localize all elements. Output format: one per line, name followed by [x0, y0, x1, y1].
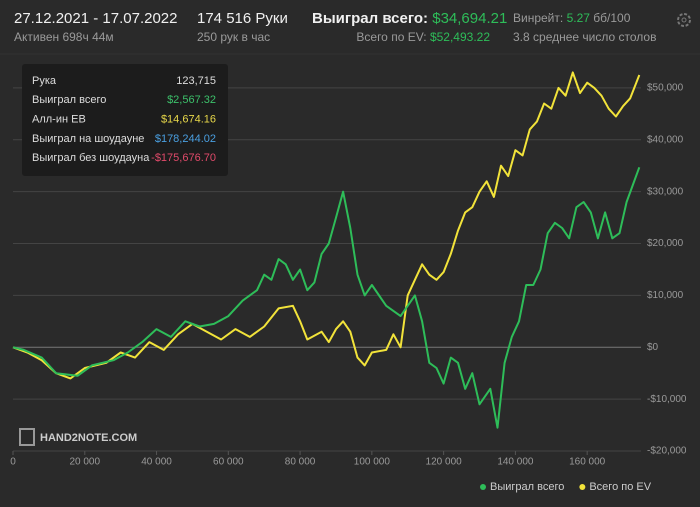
tooltip-value: $2,567.32	[167, 94, 216, 106]
x-tick-label: 0	[10, 457, 16, 468]
tooltip-value: $14,674.16	[161, 114, 216, 126]
hands-per-hour: 250 рук в час	[197, 30, 270, 44]
tooltip-label: Выиграл на шоудауне	[32, 133, 144, 145]
winrate-value: 5.27	[567, 11, 591, 25]
x-tick-label: 80 000	[285, 457, 316, 468]
ev-total: Всего по EV: $52,493.22	[356, 30, 490, 44]
y-tick-label: $40,000	[647, 134, 684, 145]
tooltip-value: -$175,676.70	[151, 152, 216, 164]
legend-label: Всего по EV	[589, 481, 651, 493]
watermark-text: HAND2NOTE.COM	[40, 432, 137, 444]
tooltip-label: Рука	[32, 75, 57, 87]
legend-label: Выиграл всего	[490, 481, 564, 493]
winrate-label: Винрейт:	[513, 11, 563, 25]
y-tick-label: $0	[647, 342, 659, 353]
gear-core	[681, 17, 687, 23]
ev-value: $52,493.22	[430, 30, 490, 44]
x-tick-label: 140 000	[497, 457, 534, 468]
x-tick-label: 120 000	[426, 457, 463, 468]
ev-label: Всего по EV:	[356, 30, 426, 44]
series-line	[12, 166, 641, 429]
tooltip: Рука 123,715 Выиграл всего $2,567.32 Алл-ин …	[22, 64, 228, 176]
winrate: Винрейт: 5.27 бб/100	[513, 11, 631, 25]
won-label: Выиграл всего:	[312, 10, 428, 27]
tooltip-box	[22, 64, 228, 176]
x-tick-label: 20 000	[69, 457, 100, 468]
winrate-unit: бб/100	[593, 11, 630, 25]
date-range: 27.12.2021 - 17.07.2022	[14, 10, 177, 27]
won-total: Выиграл всего: $34,694.21	[312, 10, 507, 27]
series-line	[12, 71, 641, 380]
logo	[19, 428, 35, 446]
legend-swatch	[480, 484, 486, 490]
tables: 3.8 среднее число столов	[513, 30, 656, 44]
y-tick-label: -$20,000	[647, 446, 687, 457]
watermark: HAND2NOTE.COM	[19, 428, 137, 446]
y-tick-label: -$10,000	[647, 394, 687, 405]
tooltip-label: Выиграл всего	[32, 94, 106, 106]
tooltip-label: Выиграл без шоудауна	[32, 152, 150, 164]
y-tick-label: $10,000	[647, 290, 684, 301]
active-time: Активен 698ч 44м	[14, 30, 114, 44]
x-tick-label: 160 000	[569, 457, 606, 468]
y-tick-label: $50,000	[647, 83, 684, 94]
tooltip-label: Алл-ин EB	[32, 114, 86, 126]
hands: 174 516 Руки	[197, 10, 288, 27]
tooltip-value: $178,244.02	[155, 133, 216, 145]
x-tick-label: 100 000	[354, 457, 391, 468]
settings-icon[interactable]	[677, 13, 691, 27]
won-value: $34,694.21	[432, 10, 507, 27]
gear[interactable]	[677, 13, 691, 27]
y-tick-label: $20,000	[647, 238, 684, 249]
tooltip-value: 123,715	[176, 75, 216, 87]
x-tick-label: 60 000	[213, 457, 244, 468]
x-tick-label: 40 000	[141, 457, 172, 468]
y-tick-label: $30,000	[647, 186, 684, 197]
legend-swatch	[579, 484, 586, 490]
